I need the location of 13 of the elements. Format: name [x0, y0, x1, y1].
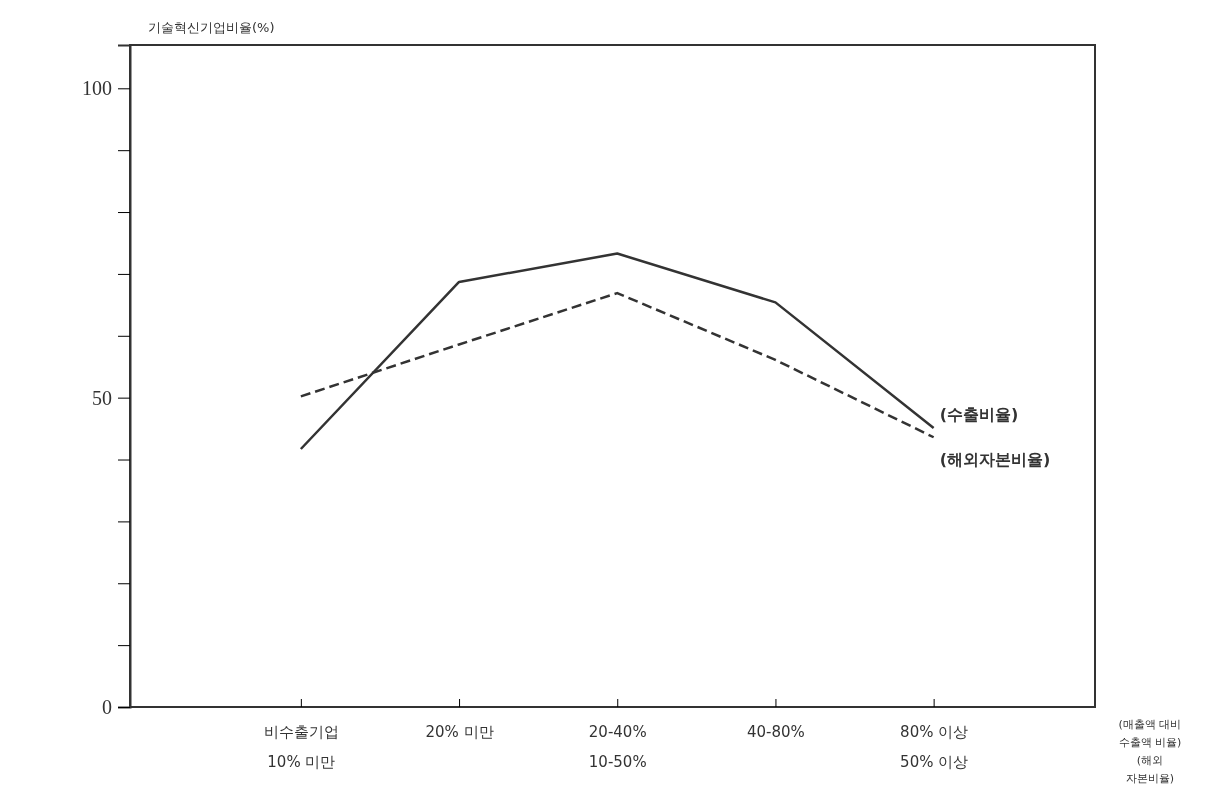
- x-tick-label: 80% 이상 50% 이상: [900, 723, 969, 771]
- y-axis-title: 기술혁신기업비율(%): [148, 20, 275, 35]
- x-tick-label: 20-40% 10-50%: [588, 723, 647, 771]
- y-tick-label: 100: [82, 77, 112, 100]
- x-tick-label: 40-80%: [747, 723, 805, 741]
- line-series: [299, 252, 935, 451]
- y-tick-label: 50: [92, 386, 112, 409]
- series-label: (수출비율): [939, 404, 1019, 424]
- x-tick-label: 비수출기업 10% 미만: [263, 723, 339, 771]
- x-axis-title: (매출액 대비 수출액 비율) (해외 자본비율): [1118, 718, 1182, 785]
- y-tick-label: 0: [102, 695, 112, 718]
- series-label: (해외자본비율): [939, 450, 1051, 470]
- x-tick-label: 20% 미만: [425, 723, 494, 741]
